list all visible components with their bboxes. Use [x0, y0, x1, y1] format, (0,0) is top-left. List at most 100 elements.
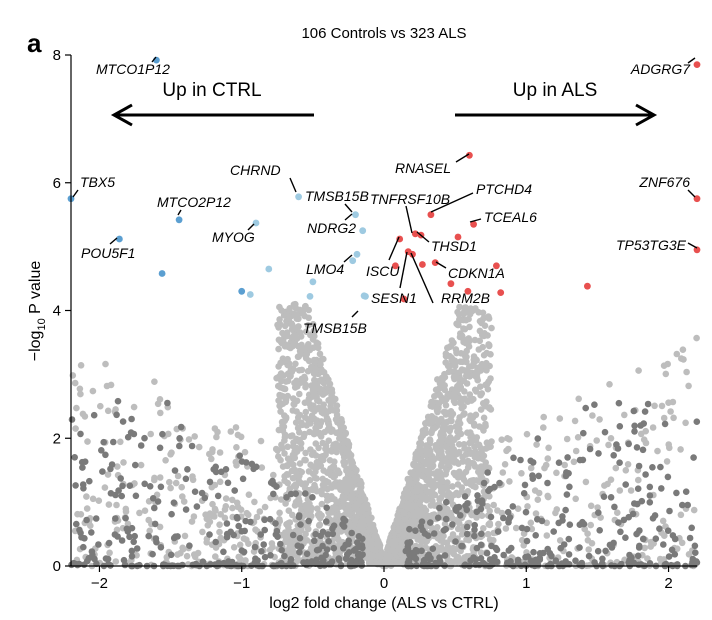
gene-point	[461, 561, 469, 568]
gene-point	[658, 402, 666, 410]
gene-point	[527, 519, 535, 527]
gene-point	[230, 531, 237, 539]
gene-point	[156, 474, 164, 481]
gene-point	[124, 528, 132, 535]
gene-point	[479, 400, 487, 407]
gene-point	[363, 511, 370, 518]
gene-point	[483, 439, 491, 447]
gene-point	[576, 544, 583, 551]
gene-point	[518, 470, 525, 477]
gene-point	[634, 552, 642, 560]
gene-point	[435, 544, 443, 552]
gene-point	[98, 447, 105, 454]
gene-point	[136, 561, 143, 569]
gene-point	[346, 469, 353, 477]
gene-point	[572, 447, 580, 455]
gene-point	[274, 321, 281, 329]
gene-point	[439, 457, 447, 465]
gene-point	[518, 524, 526, 532]
gene-point	[432, 444, 440, 452]
gene-point	[287, 556, 295, 563]
gene-point	[216, 528, 223, 536]
gene-point	[461, 388, 468, 395]
gene-point	[124, 433, 132, 441]
gene-point	[188, 442, 196, 450]
gene-point	[190, 513, 198, 520]
gene-point	[418, 492, 426, 500]
gene-point	[664, 473, 672, 481]
gene-point	[157, 544, 165, 551]
gene-point	[234, 431, 242, 439]
gene-point	[141, 434, 148, 442]
gene-point	[118, 492, 125, 500]
gene-point	[463, 523, 471, 531]
gene-point	[626, 556, 633, 564]
gene-point	[517, 456, 524, 464]
gene-point	[471, 336, 479, 344]
gene-label: THSD1	[431, 238, 477, 254]
gene-point	[450, 356, 457, 364]
gene-point	[181, 532, 189, 540]
gene-point	[480, 525, 487, 532]
gene-point	[275, 336, 283, 344]
gene-point	[121, 561, 129, 569]
gene-point	[214, 492, 222, 500]
gene-point	[323, 546, 331, 553]
gene-label-leader	[687, 57, 696, 64]
gene-point	[394, 519, 401, 527]
gene-point	[684, 501, 691, 509]
gene-point	[89, 495, 97, 503]
gene-label: PTCHD4	[476, 181, 532, 197]
gene-point	[480, 452, 488, 460]
gene-point	[90, 411, 98, 419]
gene-point	[306, 428, 313, 436]
gene-point	[292, 481, 300, 489]
gene-point	[286, 313, 293, 321]
gene-point	[222, 495, 230, 502]
gene-point	[641, 408, 649, 415]
gene-point	[302, 408, 310, 416]
gene-point	[440, 484, 447, 491]
gene-point	[616, 423, 624, 430]
gene-point	[311, 376, 318, 384]
gene-point	[642, 471, 649, 478]
gene-point	[141, 480, 148, 488]
gene-point	[595, 450, 602, 457]
gene-point	[102, 360, 109, 368]
gene-point	[514, 556, 522, 564]
gene-point	[407, 551, 414, 558]
gene-point	[364, 517, 372, 524]
gene-point	[398, 539, 405, 547]
gene-point	[300, 433, 308, 441]
gene-point	[595, 509, 602, 516]
gene-point	[580, 429, 587, 437]
gene-point	[165, 430, 172, 438]
gene-point	[199, 528, 206, 536]
gene-label-leader	[343, 254, 353, 263]
gene-point	[104, 407, 112, 415]
gene-point	[309, 485, 316, 493]
gene-point	[545, 444, 552, 452]
gene-point	[456, 520, 463, 527]
gene-point	[529, 472, 536, 479]
gene-point	[293, 377, 300, 385]
gene-label-leader	[151, 56, 157, 63]
gene-label: MTCO2P12	[157, 194, 231, 210]
gene-point	[531, 487, 539, 494]
gene-point	[275, 363, 282, 370]
gene-label: TMSB15B	[303, 320, 367, 336]
gene-point	[448, 412, 455, 420]
gene-point	[600, 493, 608, 501]
gene-point	[454, 553, 462, 561]
gene-point	[154, 400, 162, 408]
gene-point	[320, 379, 328, 387]
gene-point	[320, 355, 327, 363]
gene-point	[677, 446, 684, 453]
gene-point	[289, 474, 297, 482]
chart-title: 106 Controls vs 323 ALS	[301, 25, 466, 42]
gene-point	[325, 561, 333, 568]
gene-point	[276, 316, 283, 323]
gene-point	[298, 419, 305, 427]
gene-point	[373, 540, 381, 548]
gene-point	[95, 541, 102, 548]
